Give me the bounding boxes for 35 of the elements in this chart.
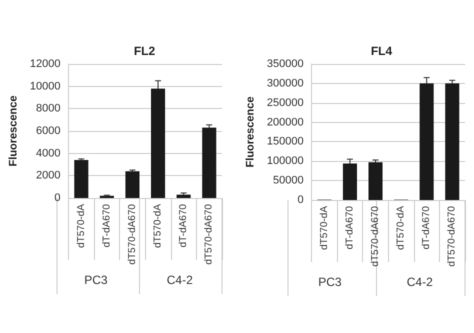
x-tick-label: dT-dA670 <box>178 204 190 248</box>
y-tick-label: 2000 <box>36 170 60 182</box>
y-tick-label: 300000 <box>266 77 304 90</box>
text: C4-2 <box>406 275 434 289</box>
chart-title: FL2 <box>134 44 156 58</box>
y-axis-title: Fluorescence <box>8 96 20 166</box>
x-tick-label: dT570-dA <box>152 204 164 248</box>
y-tick-label: 12000 <box>30 58 60 70</box>
x-tick-label: dT570-dA670 <box>204 204 215 265</box>
y-tick-label: 50000 <box>273 174 304 187</box>
x-tick-label: dT570-dA <box>76 204 87 248</box>
y-tick-label: 0 <box>54 192 60 204</box>
x-tick-label: dT570-dA670 <box>126 204 138 265</box>
x-tick-label: dT-dA670 <box>421 206 432 250</box>
y-tick-label: 0 <box>297 194 304 206</box>
y-tick-label: 10000 <box>30 80 60 92</box>
x-tick-label: dT570-dA670 <box>370 206 382 267</box>
chart-title: FL4 <box>370 44 392 58</box>
text: PC3 <box>84 273 108 287</box>
x-tick-label: dT570-dA <box>396 206 407 250</box>
y-tick-label: 150000 <box>266 136 304 148</box>
y-tick-label: 250000 <box>266 96 304 109</box>
y-tick-label: 350000 <box>266 58 304 70</box>
x-tick-label: dT570-dA <box>318 206 330 250</box>
x-tick-label: dT-dA670 <box>344 206 356 250</box>
y-tick-label: 200000 <box>266 116 304 128</box>
y-tick-label: 6000 <box>36 125 60 137</box>
x-tick-label: dT-dA670 <box>101 204 112 248</box>
x-tick-label: dT570-dA670 <box>446 206 458 267</box>
y-axis-title: Fluorescence <box>244 96 256 168</box>
y-tick-label: 100000 <box>266 155 304 168</box>
text: PC3 <box>318 275 342 289</box>
text: C4-2 <box>166 273 194 287</box>
y-tick-label: 8000 <box>36 102 60 115</box>
y-tick-label: 4000 <box>36 147 60 160</box>
